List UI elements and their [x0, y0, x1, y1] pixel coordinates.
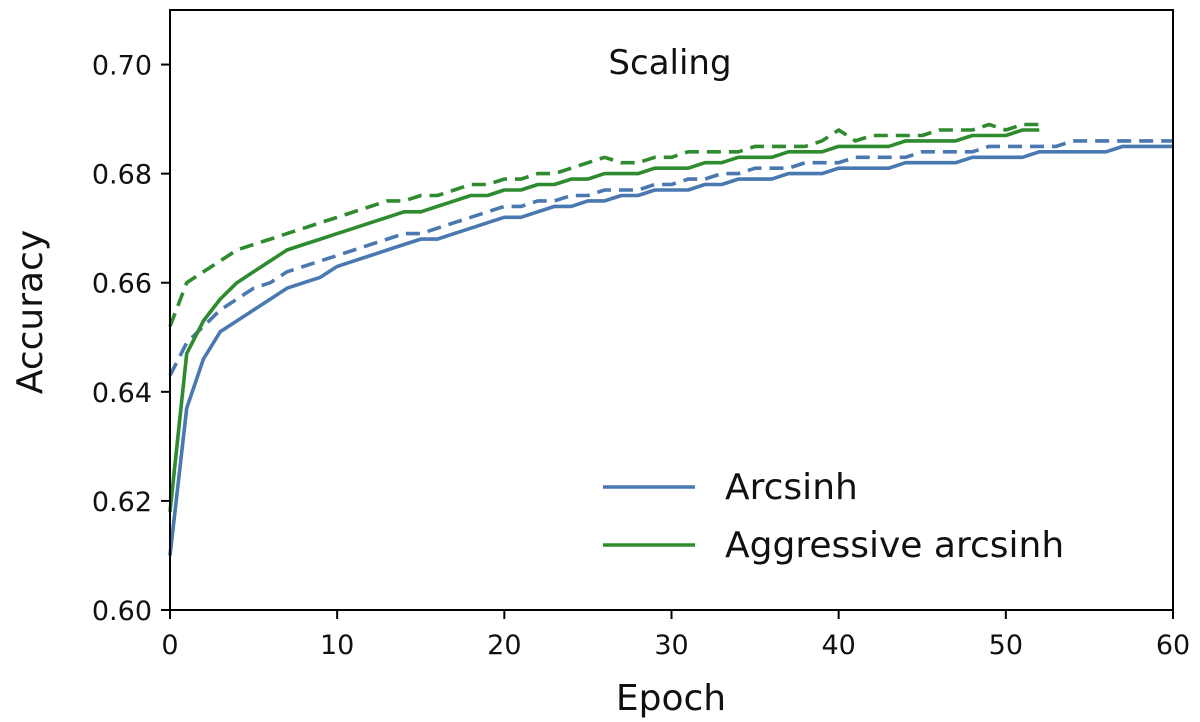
x-tick-label: 30	[654, 630, 688, 661]
axes	[161, 9, 1174, 619]
x-tick-label: 10	[320, 630, 354, 661]
y-tick-label: 0.66	[92, 269, 152, 300]
y-axis-label: Accuracy	[10, 230, 51, 394]
plot-area	[168, 122, 1173, 556]
series-line-1-solid	[168, 144, 1173, 556]
legend-label: Aggressive arcsinh	[725, 525, 1064, 566]
x-tick-label: 40	[821, 630, 855, 661]
x-axis-label: Epoch	[616, 678, 726, 719]
x-tick-label: 0	[161, 630, 178, 661]
plot-frame	[169, 9, 1174, 611]
legend: Arcsinh Aggressive arcsinh	[603, 467, 1064, 566]
chart-title: Scaling	[608, 43, 731, 83]
series-line-2-dashed	[168, 139, 1173, 377]
y-tick-label: 0.70	[92, 51, 152, 82]
x-tick-label: 50	[989, 630, 1023, 661]
tick-labels: 0 10 20 30 40 50 60 0.60 0.62 0.64 0.66 0.68 0.70	[92, 51, 1190, 661]
legend-label: Arcsinh	[725, 467, 858, 508]
series-line-4-dashed	[168, 122, 1040, 328]
y-tick-label: 0.64	[92, 378, 152, 409]
x-tick-label: 60	[1156, 630, 1190, 661]
series-line-3-solid	[168, 128, 1040, 512]
y-tick-label: 0.62	[92, 487, 152, 518]
x-tick-label: 20	[487, 630, 521, 661]
y-tick-label: 0.68	[92, 160, 152, 191]
y-tick-label: 0.60	[92, 596, 152, 627]
